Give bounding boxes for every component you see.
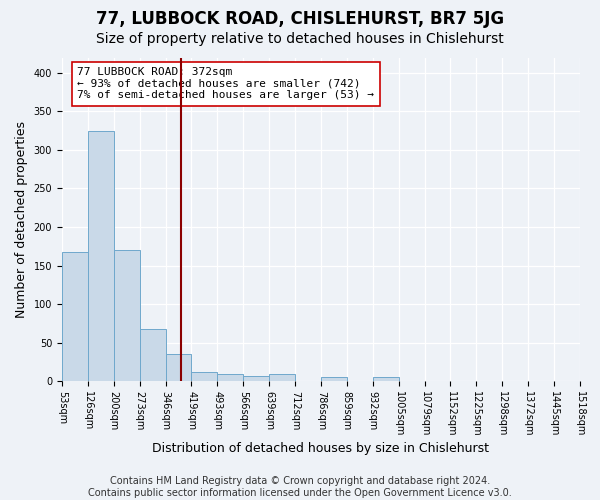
Bar xyxy=(269,374,295,381)
Bar xyxy=(166,354,191,381)
Text: 77 LUBBOCK ROAD: 372sqm
← 93% of detached houses are smaller (742)
7% of semi-de: 77 LUBBOCK ROAD: 372sqm ← 93% of detache… xyxy=(77,67,374,100)
Y-axis label: Number of detached properties: Number of detached properties xyxy=(15,121,28,318)
Bar xyxy=(114,250,140,381)
Text: Contains HM Land Registry data © Crown copyright and database right 2024.
Contai: Contains HM Land Registry data © Crown c… xyxy=(88,476,512,498)
Bar xyxy=(217,374,243,381)
Bar xyxy=(191,372,217,381)
Bar xyxy=(140,328,166,381)
Bar xyxy=(373,377,398,381)
Text: 77, LUBBOCK ROAD, CHISLEHURST, BR7 5JG: 77, LUBBOCK ROAD, CHISLEHURST, BR7 5JG xyxy=(96,10,504,28)
Bar xyxy=(321,377,347,381)
Bar xyxy=(88,130,114,381)
X-axis label: Distribution of detached houses by size in Chislehurst: Distribution of detached houses by size … xyxy=(152,442,490,455)
Text: Size of property relative to detached houses in Chislehurst: Size of property relative to detached ho… xyxy=(96,32,504,46)
Bar xyxy=(243,376,269,381)
Bar xyxy=(62,252,88,381)
